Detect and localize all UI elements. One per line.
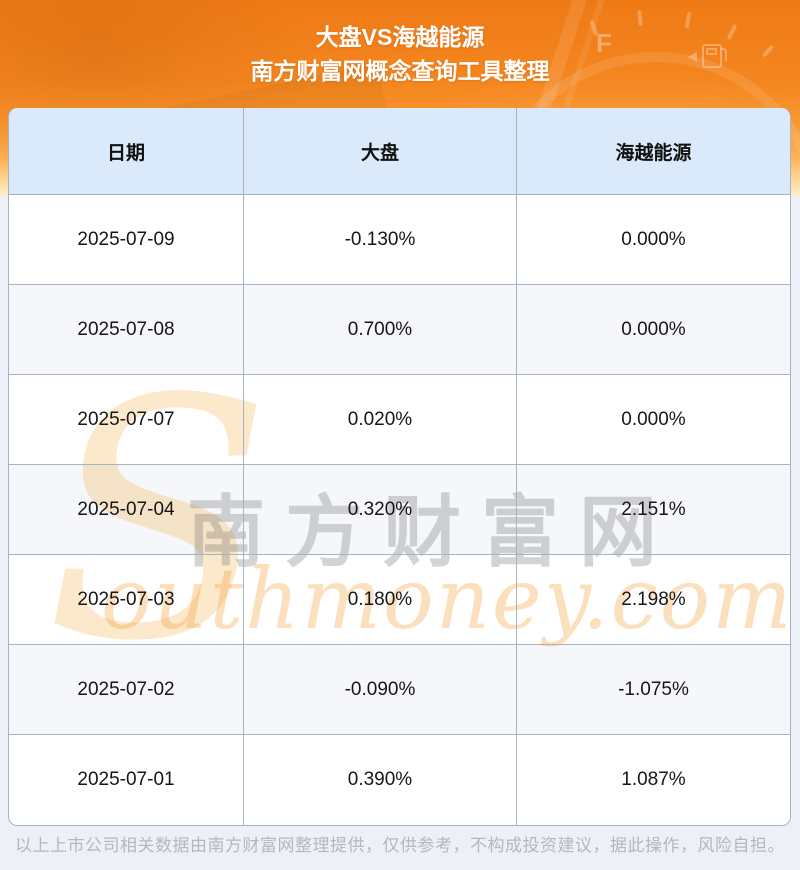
date-cell: 2025-07-07: [9, 375, 244, 465]
banner-titles: 大盘VS海越能源 南方财富网概念查询工具整理: [0, 20, 800, 88]
value-cell: 2.151%: [517, 465, 790, 555]
page-subtitle: 南方财富网概念查询工具整理: [250, 58, 550, 84]
value-cell: -0.130%: [244, 195, 517, 285]
value-cell: 0.180%: [244, 555, 517, 645]
fuel-pump-icon: [702, 44, 727, 68]
comparison-table-card: S 南方财富网 outhmoney.com 日期 大盘 海越能源 2025-07…: [8, 108, 791, 826]
date-cell: 2025-07-08: [9, 285, 244, 375]
value-cell: 0.020%: [244, 375, 517, 465]
value-cell: 0.000%: [517, 195, 790, 285]
value-cell: 0.320%: [244, 465, 517, 555]
page-title: 大盘VS海越能源: [315, 24, 485, 50]
value-cell: 0.390%: [244, 735, 517, 825]
column-header-date: 日期: [9, 108, 244, 195]
fuel-arrow-icon: [688, 52, 697, 62]
date-cell: 2025-07-03: [9, 555, 244, 645]
disclaimer-text: 以上上市公司相关数据由南方财富网整理提供，仅供参考，不构成投资建议，据此操作，风…: [15, 836, 785, 855]
gauge-full-letter: F: [596, 28, 612, 58]
comparison-table: 日期 大盘 海越能源 2025-07-09 -0.130% 0.000% 2025-0…: [9, 108, 790, 825]
column-header-market: 大盘: [244, 108, 517, 195]
date-cell: 2025-07-01: [9, 735, 244, 825]
value-cell: 0.000%: [517, 285, 790, 375]
column-header-stock: 海越能源: [517, 108, 790, 195]
value-cell: 0.000%: [517, 375, 790, 465]
value-cell: 0.700%: [244, 285, 517, 375]
value-cell: 1.087%: [621, 769, 686, 790]
value-cell: -0.090%: [244, 645, 517, 735]
date-cell: 2025-07-09: [9, 195, 244, 285]
value-cell: -1.075%: [517, 645, 790, 735]
date-cell: 2025-07-04: [9, 465, 244, 555]
value-cell: 2.198%: [517, 555, 790, 645]
date-cell: 2025-07-02: [9, 645, 244, 735]
